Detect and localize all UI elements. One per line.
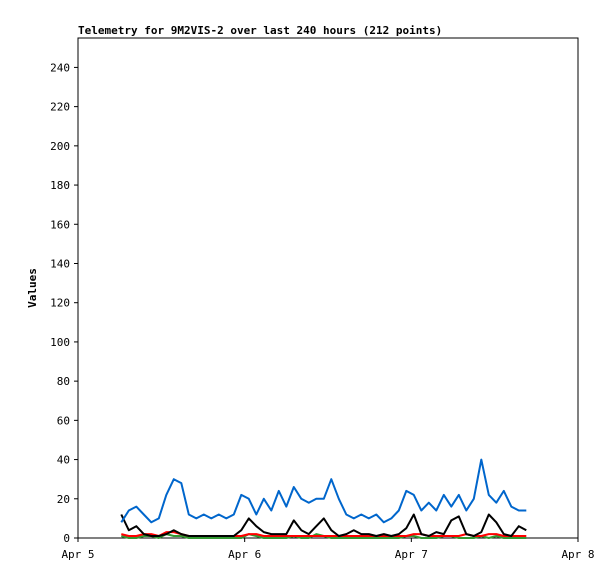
series-line <box>120 458 527 524</box>
y-tick-label: 80 <box>57 375 70 388</box>
y-tick-label: 200 <box>50 140 70 153</box>
y-tick-label: 40 <box>57 454 70 467</box>
y-tick-label: 0 <box>63 532 70 545</box>
y-tick-label: 160 <box>50 218 70 231</box>
y-tick-label: 220 <box>50 101 70 114</box>
y-tick-label: 140 <box>50 257 70 270</box>
y-tick-label: 20 <box>57 493 70 506</box>
x-tick-label: Apr 7 <box>395 548 428 561</box>
y-tick-label: 100 <box>50 336 70 349</box>
y-tick-label: 240 <box>50 61 70 74</box>
y-tick-label: 180 <box>50 179 70 192</box>
series-line <box>120 513 527 537</box>
plot-frame <box>77 37 579 539</box>
y-axis-label: Values <box>26 268 39 308</box>
y-tick-label: 120 <box>50 297 70 310</box>
y-tick-label: 60 <box>57 414 70 427</box>
x-tick-label: Apr 5 <box>61 548 94 561</box>
chart-title: Telemetry for 9M2VIS-2 over last 240 hou… <box>78 24 442 37</box>
x-tick-label: Apr 8 <box>561 548 594 561</box>
x-tick-label: Apr 6 <box>228 548 261 561</box>
